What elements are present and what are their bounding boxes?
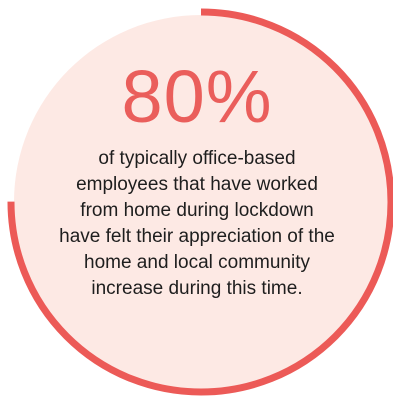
progress-ring-arc bbox=[7, 8, 393, 396]
stat-circle-background bbox=[14, 15, 388, 389]
stat-value: 80% bbox=[121, 55, 273, 138]
stat-description: of typically office-based employees that… bbox=[59, 148, 335, 299]
stat-content: 80% of typically office-based employees … bbox=[52, 56, 342, 302]
